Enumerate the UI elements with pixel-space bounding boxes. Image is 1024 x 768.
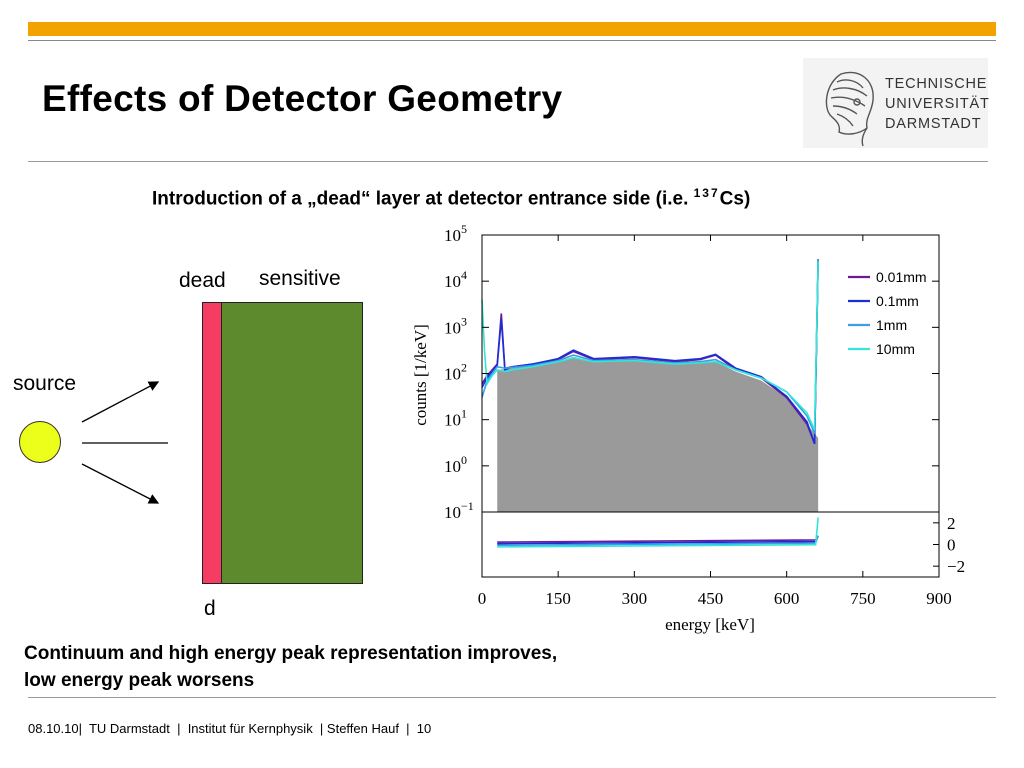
header-divider [28,40,996,41]
title-divider [28,161,988,162]
logo-line-3: DARMSTADT [885,116,982,132]
sensitive-label: sensitive [259,267,341,290]
footer-divider [28,697,996,698]
residual-line-3 [497,517,819,548]
athena-head-icon [825,71,874,147]
sensitive-layer [221,302,363,584]
logo-line-2: UNIVERSITÄT [885,96,990,112]
accent-bar [28,22,996,36]
residual-tick-label-0: 2 [947,514,956,533]
y-axis-label: counts [1/keV] [411,324,430,426]
footer-text: 08.10.10| TU Darmstadt | Institut für Ke… [28,721,432,736]
arrow-up [81,381,160,423]
legend-label-2: 1mm [876,317,907,333]
x-tick-label-4: 600 [774,589,800,608]
source-circle [19,421,61,463]
source-label: source [13,372,77,395]
legend-label-0: 0.01mm [876,269,927,285]
residual-tick-label-2: −2 [947,557,965,576]
y-tick-label-0: 10−1 [444,499,474,522]
residual-tick-label-1: 0 [947,536,956,555]
y-tick-label-3: 102 [444,361,467,384]
arrow-down [81,463,160,504]
university-logo: TECHNISCHE UNIVERSITÄT DARMSTADT [803,58,990,148]
y-tick-label-1: 100 [444,453,467,476]
y-tick-label-5: 104 [444,268,467,291]
x-tick-label-0: 0 [478,589,487,608]
x-tick-label-6: 900 [926,589,952,608]
logo-line-1: TECHNISCHE [885,76,988,92]
dead-label: dead [179,269,226,292]
y-tick-label-2: 101 [444,407,467,430]
legend-label-3: 10mm [876,341,915,357]
x-tick-label-3: 450 [698,589,724,608]
y-tick-label-4: 103 [444,314,467,337]
subtitle-end: Cs) [719,188,751,210]
conclusion-text: Continuum and high energy peak represent… [24,640,557,694]
series-line-1 [481,260,819,445]
page-title: Effects of Detector Geometry [42,78,563,119]
thickness-label: d [204,597,216,620]
subtitle-isotope-mass: 137 [693,186,720,200]
series-line-3 [481,261,819,431]
conclusion-line-2: low energy peak worsens [24,670,255,691]
dead-layer [202,302,222,584]
conclusion-line-1: Continuum and high energy peak represent… [24,643,558,664]
reference-spectrum-fill [497,356,819,512]
radiation-arrows [81,381,168,504]
y-tick-label-6: 105 [444,225,467,245]
x-tick-label-2: 300 [622,589,648,608]
subtitle-main: Introduction of a „dead“ layer at detect… [152,188,694,210]
legend-label-1: 0.1mm [876,293,919,309]
x-tick-label-1: 150 [545,589,571,608]
x-tick-label-5: 750 [850,589,876,608]
slide-subtitle: Introduction of a „dead“ layer at detect… [152,186,750,210]
spectrum-chart: 0 150 300 450 600 750 900 10−1 100 101 102 103 104 10… [411,225,965,634]
x-axis-label: energy [keV] [665,615,755,634]
